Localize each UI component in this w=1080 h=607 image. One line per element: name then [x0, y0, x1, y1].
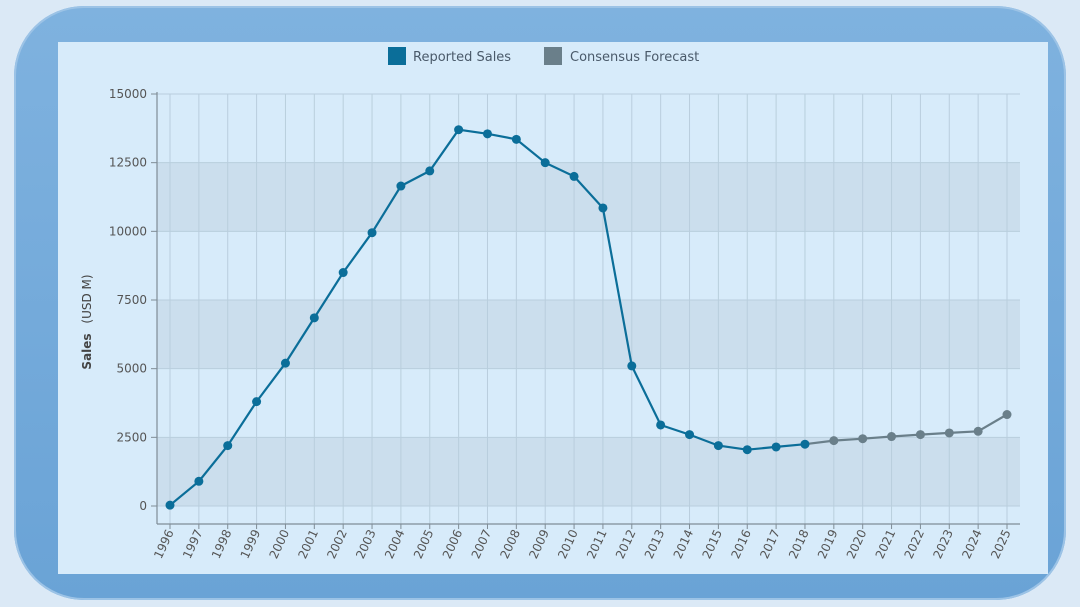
data-point-1 — [887, 432, 897, 442]
data-point-0 — [771, 442, 781, 452]
x-tick-label: 2021 — [873, 527, 899, 561]
axes — [151, 92, 1020, 529]
data-point-0 — [223, 441, 233, 451]
data-point-0 — [742, 445, 752, 455]
data-point-0 — [194, 476, 204, 486]
plot-bands — [157, 162, 1020, 506]
x-tick-label: 2008 — [497, 527, 523, 561]
y-tick-label: 5000 — [116, 362, 147, 376]
x-tick-label: 2002 — [324, 527, 350, 561]
x-tick-label: 2018 — [786, 527, 812, 561]
x-tick-label: 2022 — [902, 527, 928, 561]
data-point-0 — [396, 181, 406, 191]
data-point-0 — [800, 439, 810, 449]
x-tick-label: 2001 — [295, 527, 321, 561]
x-tick-label: 2011 — [584, 527, 610, 561]
chart-frame: 0 2500 5000 7500 10000 12500 15000 1996 1997 1998… — [14, 6, 1066, 600]
x-tick-label: 2019 — [815, 527, 841, 561]
data-point-0 — [511, 134, 521, 144]
chart-panel: 0 2500 5000 7500 10000 12500 15000 1996 1997 1998… — [58, 42, 1048, 574]
data-point-0 — [627, 361, 637, 371]
data-point-1 — [829, 436, 839, 446]
y-axis-title-unit: (USD M) — [80, 274, 94, 323]
data-point-0 — [569, 171, 579, 181]
line-chart: 0 2500 5000 7500 10000 12500 15000 1996 1997 1998… — [80, 47, 1020, 561]
x-tick-label: 2007 — [469, 527, 495, 561]
x-tick-label: 1997 — [180, 527, 206, 561]
x-tick-label: 2014 — [671, 527, 697, 561]
y-axis-title-bold: Sales — [80, 333, 94, 369]
plot-band — [157, 437, 1020, 506]
x-tick-label: 2003 — [353, 527, 379, 561]
data-point-1 — [973, 426, 983, 436]
data-point-0 — [685, 430, 695, 440]
data-point-0 — [280, 358, 290, 368]
series-line-1 — [804, 413, 1008, 446]
x-tick-label: 2009 — [526, 527, 552, 561]
x-tick-label: 2023 — [930, 527, 956, 561]
data-point-0 — [454, 125, 464, 135]
x-tick-label: 2025 — [988, 527, 1014, 561]
x-tick-label: 2017 — [757, 527, 783, 561]
legend-swatch-reported-sales[interactable] — [388, 47, 406, 65]
x-tick-label: 2004 — [382, 527, 408, 561]
series-points — [165, 125, 1012, 510]
data-point-1 — [944, 428, 954, 438]
data-point-0 — [165, 500, 175, 510]
data-point-0 — [713, 441, 723, 451]
x-tick-label: 2006 — [440, 527, 466, 561]
x-tick-label: 2016 — [728, 527, 754, 561]
data-point-0 — [252, 397, 262, 407]
x-tick-label: 2013 — [642, 527, 668, 561]
data-point-0 — [482, 129, 492, 139]
data-point-0 — [425, 166, 435, 176]
legend-label-reported-sales[interactable]: Reported Sales — [413, 50, 511, 65]
data-point-0 — [656, 420, 666, 430]
legend: Reported Sales Consensus Forecast — [388, 47, 699, 65]
y-tick-label: 7500 — [116, 293, 147, 307]
x-tick-label: 2000 — [267, 527, 293, 561]
y-tick-label: 15000 — [109, 87, 147, 101]
data-point-0 — [598, 203, 608, 213]
y-axis-title: Sales (USD M) — [80, 274, 94, 369]
data-point-0 — [338, 268, 348, 278]
x-tick-label: 1999 — [238, 527, 264, 561]
y-tick-label: 10000 — [109, 224, 147, 238]
plot-band — [157, 162, 1020, 232]
x-tick-label: 1996 — [151, 527, 177, 561]
y-tick-label: 0 — [139, 499, 147, 513]
x-tick-label: 1998 — [209, 527, 235, 561]
plot-band — [157, 300, 1020, 369]
data-point-1 — [858, 434, 868, 444]
data-point-0 — [309, 313, 319, 323]
x-tick-label: 2012 — [613, 527, 639, 561]
x-tick-label: 2024 — [959, 527, 985, 561]
y-tick-label: 2500 — [116, 430, 147, 444]
data-point-0 — [540, 158, 550, 168]
gridlines — [157, 93, 1020, 524]
x-tick-label: 2005 — [411, 527, 437, 561]
data-point-0 — [367, 228, 377, 238]
legend-swatch-consensus-forecast[interactable] — [544, 47, 562, 65]
y-tick-label: 12500 — [109, 156, 147, 170]
x-tick-label: 2010 — [555, 527, 581, 561]
x-tick-label: 2015 — [700, 527, 726, 561]
data-point-1 — [1002, 410, 1012, 420]
legend-label-consensus-forecast[interactable]: Consensus Forecast — [570, 50, 699, 65]
data-point-1 — [915, 430, 925, 440]
x-tick-label: 2020 — [844, 527, 870, 561]
